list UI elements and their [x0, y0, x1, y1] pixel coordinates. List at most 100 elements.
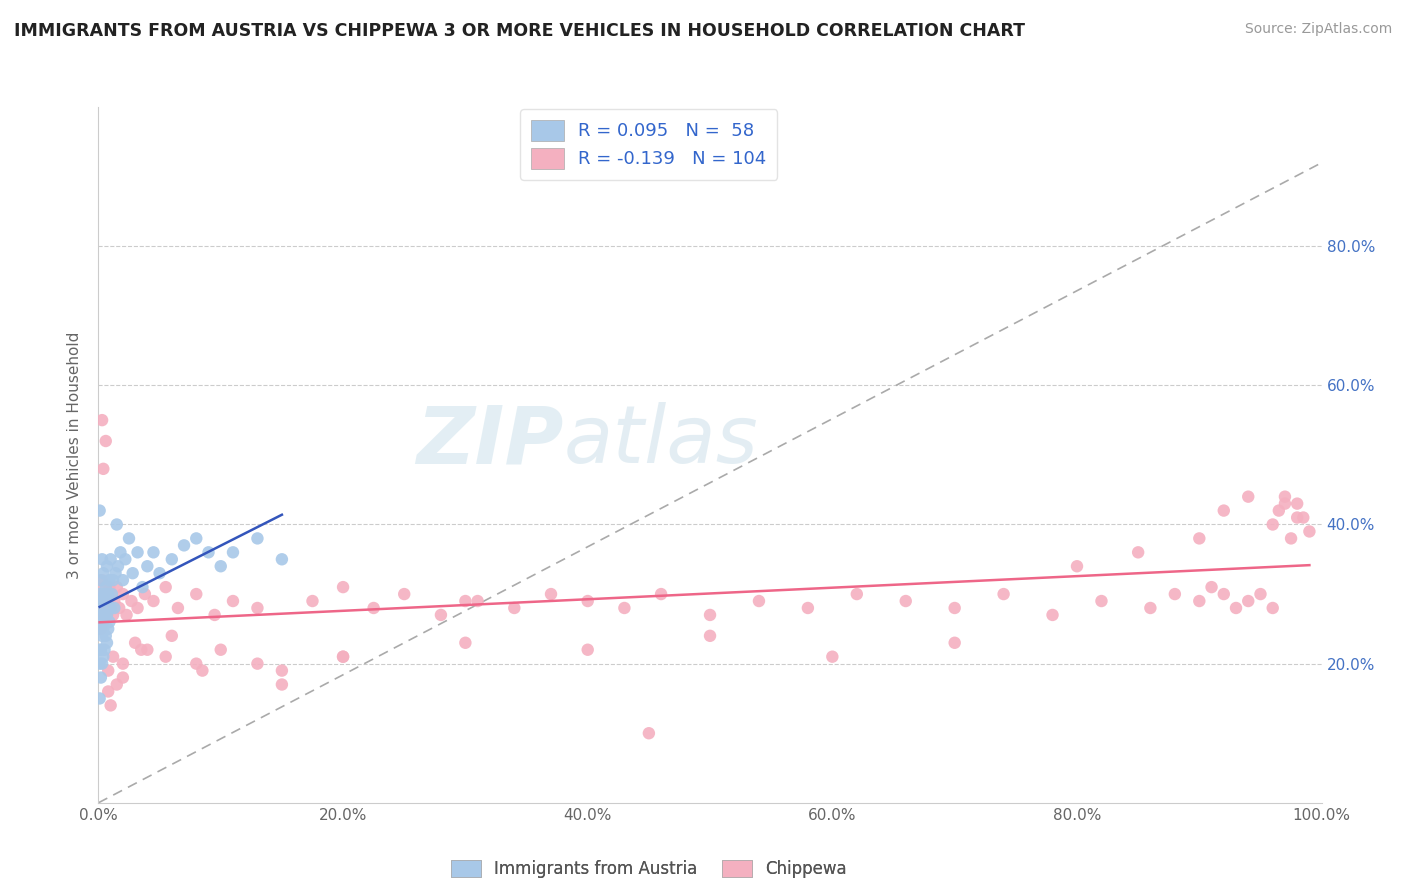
- Point: [134, 587, 156, 601]
- Point: [129, 642, 152, 657]
- Point: [638, 726, 661, 740]
- Point: [246, 657, 269, 671]
- Point: [1286, 497, 1309, 511]
- Point: [748, 594, 770, 608]
- Point: [503, 601, 526, 615]
- Point: [467, 594, 489, 608]
- Point: [107, 559, 129, 574]
- Point: [100, 698, 122, 713]
- Point: [1261, 601, 1284, 615]
- Point: [91, 462, 114, 476]
- Point: [127, 545, 149, 559]
- Point: [186, 587, 208, 601]
- Point: [1279, 532, 1302, 546]
- Point: [97, 622, 120, 636]
- Point: [209, 642, 232, 657]
- Point: [845, 587, 868, 601]
- Point: [91, 629, 114, 643]
- Point: [91, 566, 114, 581]
- Point: [90, 642, 112, 657]
- Point: [1237, 594, 1260, 608]
- Point: [90, 594, 112, 608]
- Point: [111, 671, 134, 685]
- Point: [98, 573, 121, 587]
- Text: atlas: atlas: [564, 402, 758, 480]
- Point: [301, 594, 323, 608]
- Point: [142, 594, 165, 608]
- Point: [1066, 559, 1088, 574]
- Point: [993, 587, 1015, 601]
- Point: [650, 587, 672, 601]
- Point: [104, 566, 127, 581]
- Point: [100, 601, 122, 615]
- Point: [160, 629, 183, 643]
- Point: [96, 607, 118, 622]
- Text: Source: ZipAtlas.com: Source: ZipAtlas.com: [1244, 22, 1392, 37]
- Point: [1139, 601, 1161, 615]
- Point: [89, 601, 111, 615]
- Point: [699, 607, 721, 622]
- Point: [576, 594, 599, 608]
- Point: [97, 664, 120, 678]
- Point: [363, 601, 385, 615]
- Point: [94, 434, 117, 448]
- Point: [97, 587, 120, 601]
- Point: [246, 532, 269, 546]
- Point: [1274, 497, 1296, 511]
- Point: [136, 642, 159, 657]
- Point: [98, 580, 121, 594]
- Point: [103, 594, 125, 608]
- Point: [91, 594, 114, 608]
- Point: [1268, 503, 1291, 517]
- Point: [1298, 524, 1320, 539]
- Point: [127, 601, 149, 615]
- Point: [392, 587, 416, 601]
- Point: [1212, 503, 1234, 517]
- Point: [454, 636, 477, 650]
- Point: [1212, 587, 1234, 601]
- Point: [124, 636, 146, 650]
- Point: [111, 573, 134, 587]
- Point: [270, 664, 294, 678]
- Point: [93, 601, 115, 615]
- Point: [89, 601, 111, 615]
- Point: [94, 587, 117, 601]
- Point: [90, 622, 112, 636]
- Point: [332, 580, 354, 594]
- Point: [90, 587, 112, 601]
- Point: [89, 622, 111, 636]
- Point: [131, 580, 153, 594]
- Point: [699, 629, 721, 643]
- Point: [101, 573, 124, 587]
- Point: [91, 552, 114, 566]
- Point: [96, 559, 118, 574]
- Point: [91, 622, 114, 636]
- Point: [94, 629, 117, 643]
- Point: [96, 607, 118, 622]
- Point: [155, 649, 177, 664]
- Point: [209, 559, 232, 574]
- Point: [1237, 490, 1260, 504]
- Point: [103, 601, 125, 615]
- Point: [1188, 532, 1211, 546]
- Point: [94, 580, 117, 594]
- Point: [149, 566, 172, 581]
- Point: [1286, 510, 1309, 524]
- Point: [197, 545, 219, 559]
- Point: [943, 601, 966, 615]
- Point: [1249, 587, 1271, 601]
- Point: [89, 691, 111, 706]
- Point: [576, 642, 599, 657]
- Point: [332, 649, 354, 664]
- Point: [167, 601, 190, 615]
- Point: [454, 594, 477, 608]
- Point: [98, 615, 121, 629]
- Point: [943, 636, 966, 650]
- Point: [1225, 601, 1247, 615]
- Point: [136, 559, 159, 574]
- Point: [96, 636, 118, 650]
- Point: [89, 587, 111, 601]
- Point: [89, 503, 111, 517]
- Point: [111, 587, 134, 601]
- Point: [1128, 545, 1150, 559]
